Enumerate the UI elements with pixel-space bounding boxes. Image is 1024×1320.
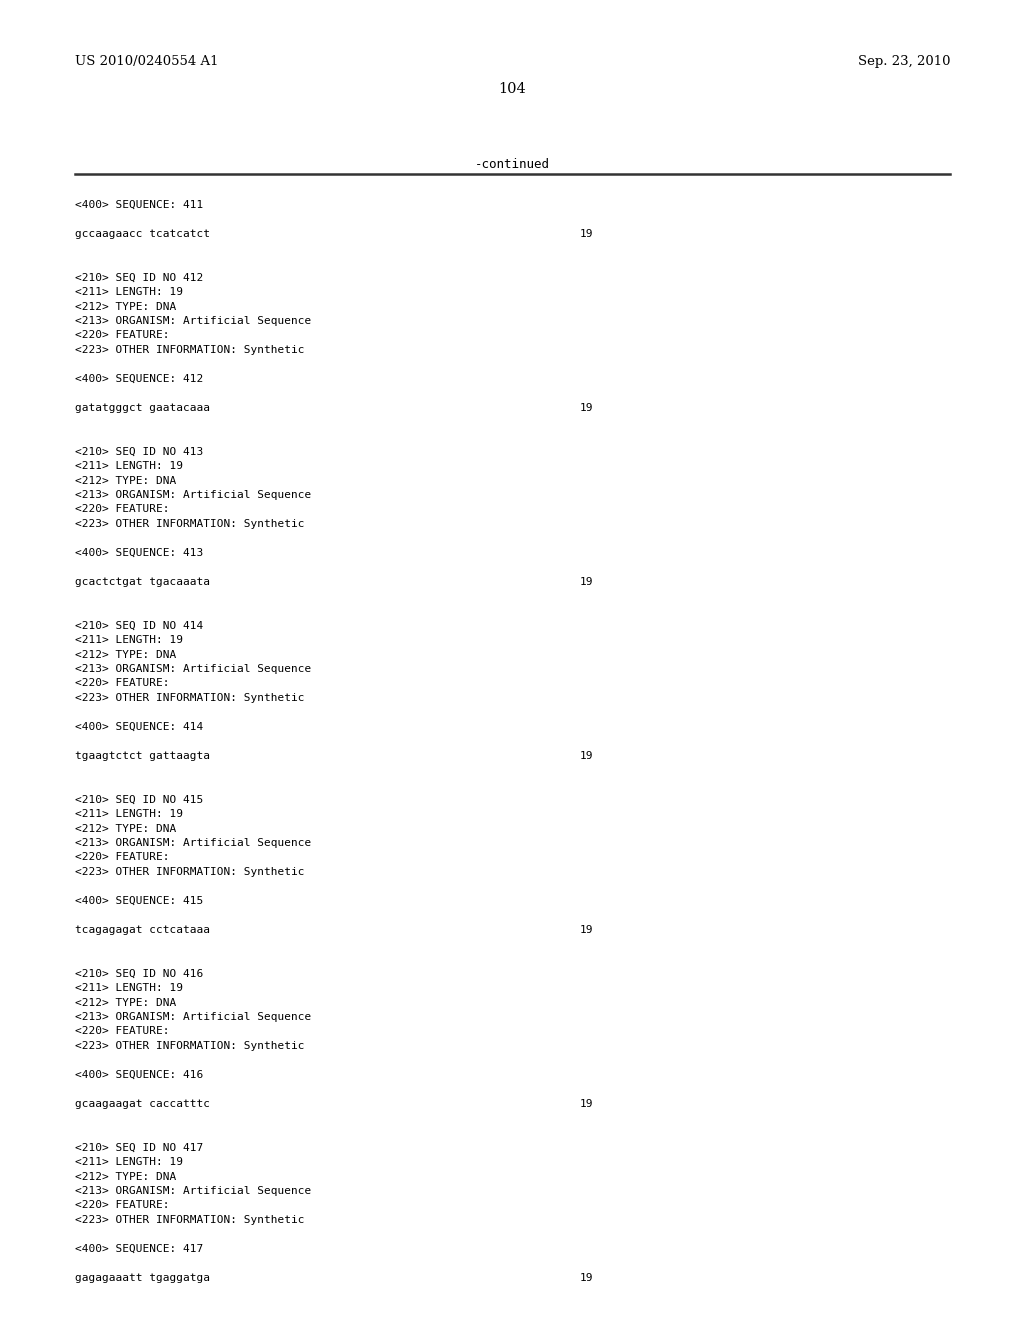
Text: gccaagaacc tcatcatct: gccaagaacc tcatcatct (75, 228, 210, 239)
Text: 19: 19 (580, 1272, 594, 1283)
Text: tcagagagat cctcataaa: tcagagagat cctcataaa (75, 925, 210, 935)
Text: <220> FEATURE:: <220> FEATURE: (75, 678, 170, 689)
Text: <212> TYPE: DNA: <212> TYPE: DNA (75, 998, 176, 1007)
Text: <210> SEQ ID NO 413: <210> SEQ ID NO 413 (75, 446, 203, 457)
Text: -continued: -continued (474, 158, 550, 172)
Text: gagagaaatt tgaggatga: gagagaaatt tgaggatga (75, 1272, 210, 1283)
Text: <210> SEQ ID NO 415: <210> SEQ ID NO 415 (75, 795, 203, 804)
Text: <213> ORGANISM: Artificial Sequence: <213> ORGANISM: Artificial Sequence (75, 838, 311, 847)
Text: <400> SEQUENCE: 413: <400> SEQUENCE: 413 (75, 548, 203, 558)
Text: <210> SEQ ID NO 417: <210> SEQ ID NO 417 (75, 1143, 203, 1152)
Text: <213> ORGANISM: Artificial Sequence: <213> ORGANISM: Artificial Sequence (75, 1185, 311, 1196)
Text: <400> SEQUENCE: 416: <400> SEQUENCE: 416 (75, 1071, 203, 1080)
Text: <210> SEQ ID NO 416: <210> SEQ ID NO 416 (75, 969, 203, 978)
Text: <220> FEATURE:: <220> FEATURE: (75, 1027, 170, 1036)
Text: <223> OTHER INFORMATION: Synthetic: <223> OTHER INFORMATION: Synthetic (75, 693, 304, 704)
Text: <223> OTHER INFORMATION: Synthetic: <223> OTHER INFORMATION: Synthetic (75, 1214, 304, 1225)
Text: <400> SEQUENCE: 417: <400> SEQUENCE: 417 (75, 1243, 203, 1254)
Text: <211> LENGTH: 19: <211> LENGTH: 19 (75, 635, 183, 645)
Text: <212> TYPE: DNA: <212> TYPE: DNA (75, 1172, 176, 1181)
Text: <400> SEQUENCE: 411: <400> SEQUENCE: 411 (75, 201, 203, 210)
Text: gcaagaagat caccatttc: gcaagaagat caccatttc (75, 1100, 210, 1109)
Text: 19: 19 (580, 403, 594, 413)
Text: <223> OTHER INFORMATION: Synthetic: <223> OTHER INFORMATION: Synthetic (75, 1041, 304, 1051)
Text: US 2010/0240554 A1: US 2010/0240554 A1 (75, 55, 218, 69)
Text: 104: 104 (498, 82, 526, 96)
Text: <213> ORGANISM: Artificial Sequence: <213> ORGANISM: Artificial Sequence (75, 1012, 311, 1022)
Text: Sep. 23, 2010: Sep. 23, 2010 (857, 55, 950, 69)
Text: <212> TYPE: DNA: <212> TYPE: DNA (75, 824, 176, 833)
Text: 19: 19 (580, 925, 594, 935)
Text: <220> FEATURE:: <220> FEATURE: (75, 504, 170, 515)
Text: <223> OTHER INFORMATION: Synthetic: <223> OTHER INFORMATION: Synthetic (75, 867, 304, 876)
Text: <220> FEATURE:: <220> FEATURE: (75, 853, 170, 862)
Text: 19: 19 (580, 751, 594, 762)
Text: <213> ORGANISM: Artificial Sequence: <213> ORGANISM: Artificial Sequence (75, 664, 311, 675)
Text: <212> TYPE: DNA: <212> TYPE: DNA (75, 649, 176, 660)
Text: <211> LENGTH: 19: <211> LENGTH: 19 (75, 461, 183, 471)
Text: tgaagtctct gattaagta: tgaagtctct gattaagta (75, 751, 210, 762)
Text: <210> SEQ ID NO 414: <210> SEQ ID NO 414 (75, 620, 203, 631)
Text: <223> OTHER INFORMATION: Synthetic: <223> OTHER INFORMATION: Synthetic (75, 345, 304, 355)
Text: <400> SEQUENCE: 415: <400> SEQUENCE: 415 (75, 896, 203, 906)
Text: <400> SEQUENCE: 414: <400> SEQUENCE: 414 (75, 722, 203, 733)
Text: 19: 19 (580, 1100, 594, 1109)
Text: <220> FEATURE:: <220> FEATURE: (75, 1200, 170, 1210)
Text: 19: 19 (580, 577, 594, 587)
Text: <211> LENGTH: 19: <211> LENGTH: 19 (75, 809, 183, 818)
Text: <211> LENGTH: 19: <211> LENGTH: 19 (75, 1158, 183, 1167)
Text: gatatgggct gaatacaaa: gatatgggct gaatacaaa (75, 403, 210, 413)
Text: <211> LENGTH: 19: <211> LENGTH: 19 (75, 286, 183, 297)
Text: <223> OTHER INFORMATION: Synthetic: <223> OTHER INFORMATION: Synthetic (75, 519, 304, 529)
Text: <212> TYPE: DNA: <212> TYPE: DNA (75, 301, 176, 312)
Text: <210> SEQ ID NO 412: <210> SEQ ID NO 412 (75, 272, 203, 282)
Text: <213> ORGANISM: Artificial Sequence: <213> ORGANISM: Artificial Sequence (75, 490, 311, 500)
Text: <220> FEATURE:: <220> FEATURE: (75, 330, 170, 341)
Text: <213> ORGANISM: Artificial Sequence: <213> ORGANISM: Artificial Sequence (75, 315, 311, 326)
Text: <211> LENGTH: 19: <211> LENGTH: 19 (75, 983, 183, 993)
Text: <400> SEQUENCE: 412: <400> SEQUENCE: 412 (75, 374, 203, 384)
Text: gcactctgat tgacaaata: gcactctgat tgacaaata (75, 577, 210, 587)
Text: <212> TYPE: DNA: <212> TYPE: DNA (75, 475, 176, 486)
Text: 19: 19 (580, 228, 594, 239)
